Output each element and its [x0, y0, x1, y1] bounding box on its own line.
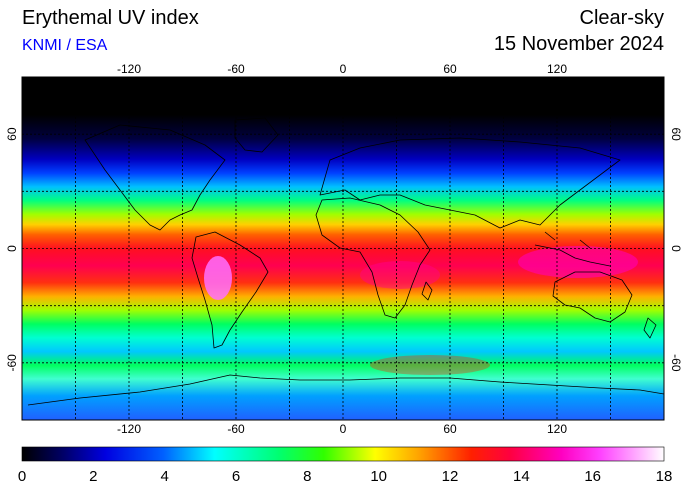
map-title: Erythemal UV index — [22, 7, 199, 29]
colorbar-tick-label: 6 — [232, 468, 240, 485]
uv-hotspot-andes — [204, 256, 232, 300]
longitude-ticks: -120 -120 -60 -60 0 0 60 60 120 120 — [117, 62, 567, 436]
sky-condition-label: Clear-sky — [579, 7, 664, 29]
coastline-australia — [552, 271, 633, 323]
lon-tick-label-bottom: 0 — [340, 422, 347, 436]
coastline-greenland — [234, 117, 279, 153]
coastline-north-america — [84, 124, 226, 231]
coastline-eurasia — [319, 137, 621, 229]
colorbar-tick-label: 14 — [513, 468, 530, 485]
coastline-antarctica — [27, 374, 664, 406]
colorbar-tick-label: 4 — [160, 468, 168, 485]
lon-tick-label-top: 120 — [547, 62, 567, 76]
uv-hotspot-indonesia — [518, 246, 638, 278]
colorbar-tick-label: 8 — [303, 468, 311, 485]
lon-tick-label-top: 60 — [443, 62, 457, 76]
lon-tick-label-top: -60 — [227, 62, 245, 76]
colorbar-tick-label: 16 — [584, 468, 601, 485]
colorbar-ticks: 0 2 4 6 8 10 12 14 16 18 — [18, 468, 673, 485]
colorbar-tick-label: 12 — [442, 468, 459, 485]
coastline-south-america — [191, 231, 269, 349]
lat-tick-label-left: -60 — [5, 354, 19, 372]
lon-tick-label-bottom: -60 — [227, 422, 245, 436]
uv-hotspot-africa — [360, 261, 440, 289]
lat-tick-label-right: 0 — [669, 245, 683, 252]
lat-tick-label-right: -60 — [669, 354, 683, 372]
colorbar-tick-label: 0 — [18, 468, 26, 485]
graticule — [22, 77, 664, 420]
colorbar-tick-label: 18 — [656, 468, 673, 485]
date-label: 15 November 2024 — [493, 33, 664, 55]
uv-hotspots — [204, 246, 638, 375]
lat-tick-label-right: 60 — [669, 127, 683, 141]
colorbar-tick-label: 10 — [370, 468, 387, 485]
lon-tick-label-bottom: 60 — [443, 422, 457, 436]
lat-tick-label-left: 0 — [5, 245, 19, 252]
latitude-ticks: 60 60 0 0 -60 -60 — [5, 127, 683, 372]
lon-tick-label-bottom: 120 — [547, 422, 567, 436]
lat-tick-label-left: 60 — [5, 127, 19, 141]
credit-label: KNMI / ESA — [22, 37, 108, 54]
colorbar-tick-label: 2 — [89, 468, 97, 485]
lon-tick-label-top: -120 — [117, 62, 141, 76]
coastline-new-zealand — [643, 317, 657, 339]
coastline-madagascar — [421, 281, 433, 301]
colorbar — [21, 446, 665, 462]
map-frame — [21, 76, 665, 421]
lon-tick-label-top: 0 — [340, 62, 347, 76]
lon-tick-label-bottom: -120 — [117, 422, 141, 436]
uv-antarctic-band — [370, 355, 490, 375]
